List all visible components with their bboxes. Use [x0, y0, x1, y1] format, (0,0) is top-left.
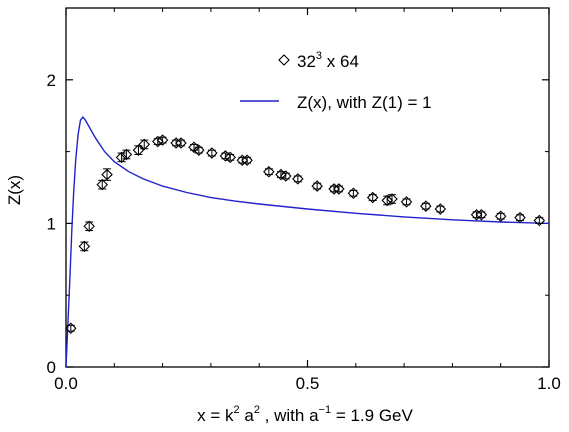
data-point	[78, 240, 91, 253]
y-tick-label: 0	[47, 358, 56, 377]
diamond-marker	[514, 211, 526, 224]
data-point	[533, 214, 546, 227]
theory-curve-layer	[65, 116, 550, 368]
diamond-marker	[170, 137, 182, 149]
data-point	[206, 147, 218, 159]
diamond-marker	[65, 322, 77, 335]
diamond-marker	[533, 214, 546, 227]
diamond-marker	[494, 210, 507, 222]
data-point	[65, 322, 77, 335]
legend-series-2-label: Z(x), with Z(1) = 1	[297, 93, 432, 112]
x-tick-label: 0.0	[54, 374, 78, 393]
data-point	[434, 203, 447, 215]
diamond-marker	[333, 183, 345, 195]
diamond-marker	[193, 144, 205, 156]
data-point	[333, 183, 345, 195]
data-point	[386, 193, 398, 205]
diamond-marker	[263, 165, 275, 178]
diamond-marker	[434, 203, 447, 215]
diamond-marker	[138, 138, 151, 151]
diamond-marker	[292, 173, 304, 185]
data-point	[514, 211, 526, 224]
data-point	[292, 173, 304, 185]
data-point	[138, 138, 151, 151]
tick-labels: 0.0 0.5 1.0 0 1 2	[47, 71, 561, 393]
data-point	[175, 137, 187, 149]
data-point	[241, 154, 253, 166]
data-point	[151, 135, 164, 148]
diamond-marker	[470, 209, 483, 221]
x-axis-label: x = k2 a2 , with a−1 = 1.9 GeV	[197, 404, 413, 425]
data-point	[275, 168, 287, 181]
diamond-marker	[83, 220, 95, 233]
diamond-marker	[175, 137, 187, 149]
diamond-marker	[96, 178, 109, 191]
diamond-marker	[241, 154, 253, 166]
data-point	[101, 168, 113, 181]
data-point	[83, 220, 95, 233]
data-point	[494, 210, 507, 222]
data-point	[381, 194, 393, 207]
data-point	[193, 144, 205, 156]
data-point	[420, 200, 432, 212]
legend-diamond-marker	[278, 54, 290, 66]
diamond-marker	[78, 240, 91, 253]
diamond-marker	[475, 209, 488, 221]
data-point	[263, 165, 275, 178]
theory-curve	[65, 116, 550, 368]
diamond-marker	[347, 187, 360, 200]
data-point	[279, 170, 292, 182]
x-tick-label: 1.0	[537, 374, 561, 393]
diamond-marker	[206, 147, 218, 159]
legend-series-1-label: 323 x 64	[297, 50, 359, 71]
data-point	[120, 148, 133, 161]
diamond-marker	[120, 148, 133, 161]
data-point	[224, 151, 236, 164]
data-point	[400, 196, 413, 208]
diamond-marker	[311, 180, 323, 192]
diamond-marker	[115, 151, 128, 164]
legend: 323 x 64 Z(x), with Z(1) = 1	[240, 50, 432, 112]
data-point	[366, 191, 379, 204]
y-axis-label: Z(x)	[5, 175, 24, 205]
diamond-marker	[381, 194, 393, 207]
diamond-marker	[151, 135, 164, 148]
diamond-marker	[279, 170, 292, 182]
diamond-marker	[188, 141, 200, 154]
data-point	[156, 134, 169, 146]
x-tick-label: 0.5	[296, 374, 320, 393]
data-point	[219, 150, 232, 162]
diamond-marker	[328, 183, 340, 195]
data-point	[96, 178, 109, 191]
diamond-marker	[101, 168, 113, 181]
diamond-marker	[366, 191, 379, 204]
diamond-marker	[236, 154, 249, 166]
diamond-marker	[386, 193, 398, 205]
diamond-marker	[420, 200, 432, 212]
data-point	[347, 187, 360, 200]
y-tick-label: 1	[47, 214, 56, 233]
diamond-marker	[224, 151, 236, 164]
data-point	[475, 209, 488, 221]
data-point	[311, 180, 323, 192]
y-tick-label: 2	[47, 71, 56, 90]
diamond-marker	[156, 134, 169, 146]
diamond-marker	[400, 196, 413, 208]
data-points-layer	[65, 134, 546, 335]
